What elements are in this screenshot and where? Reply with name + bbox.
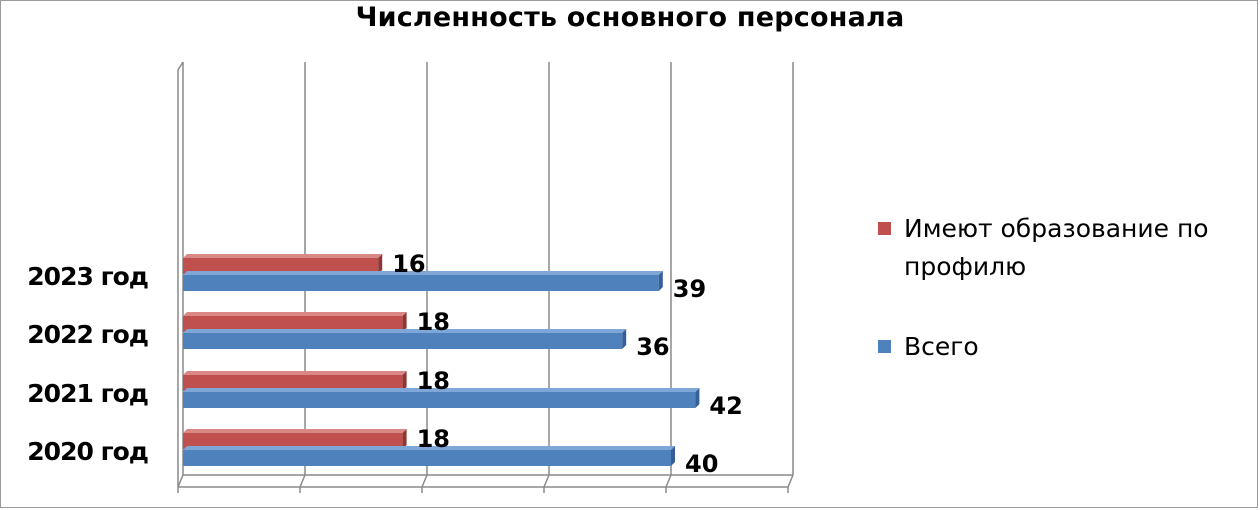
- legend-item-total: Всего: [876, 328, 1246, 366]
- bar-total-side: [622, 329, 627, 349]
- bar-profile-side: [402, 371, 407, 391]
- bar-total: [183, 450, 671, 466]
- bar-profile: [183, 258, 379, 274]
- data-label-profile: 18: [417, 367, 450, 395]
- data-label-profile: 18: [417, 308, 450, 336]
- category-label: 2022 год: [27, 320, 148, 349]
- gridline-floor: [299, 474, 306, 488]
- bar-layer: [183, 254, 700, 466]
- gridline-floor: [177, 474, 184, 488]
- bar-profile-side: [402, 429, 407, 449]
- gridline-floor: [421, 474, 428, 488]
- data-label-total: 40: [685, 450, 718, 478]
- gridline-floor: [543, 474, 550, 488]
- bar-profile-top: [183, 312, 407, 316]
- legend-swatch-red: [878, 222, 891, 235]
- bar-profile-top: [183, 254, 383, 258]
- data-label-total: 36: [636, 333, 669, 361]
- legend-label-profile: Имеют образование по профилю: [904, 214, 1209, 281]
- bar-total-side: [695, 388, 700, 408]
- bar-profile: [183, 433, 403, 449]
- bar-total-top: [183, 329, 627, 333]
- bar-profile: [183, 316, 403, 332]
- category-label: 2023 год: [27, 262, 148, 291]
- axis-left-top: [177, 61, 184, 71]
- category-label: 2020 год: [27, 437, 148, 466]
- label-layer: 18 40 2020 год 18 42 2021 год 18 36 2022 год 16 39…: [27, 250, 743, 478]
- gridline-floor: [787, 474, 794, 488]
- bar-total: [183, 275, 659, 291]
- bar-total: [183, 333, 623, 349]
- bar-profile-top: [183, 371, 407, 375]
- bar-total-side: [671, 446, 675, 466]
- bar-total-top: [183, 388, 700, 392]
- legend-label-total: Всего: [904, 332, 979, 361]
- data-label-total: 42: [709, 392, 742, 420]
- category-label: 2021 год: [27, 379, 148, 408]
- bar-profile-side: [378, 254, 383, 274]
- legend-swatch-blue: [878, 340, 891, 353]
- bar-total-top: [183, 446, 675, 450]
- bar-total-side: [658, 271, 663, 291]
- gridline-floor: [665, 474, 672, 488]
- chart-title: Численность основного персонала: [355, 2, 905, 33]
- data-label-profile: 16: [392, 250, 425, 278]
- data-label-profile: 18: [417, 425, 450, 453]
- bar-total: [183, 392, 696, 408]
- bar-profile: [183, 375, 403, 391]
- bar-total-top: [183, 271, 663, 275]
- bar-profile-side: [402, 312, 407, 332]
- bar-profile-top: [183, 429, 407, 433]
- legend-item-profile: Имеют образование по профилю: [876, 210, 1246, 286]
- data-label-total: 39: [673, 275, 706, 303]
- legend: Имеют образование по профилю Всего: [876, 210, 1246, 366]
